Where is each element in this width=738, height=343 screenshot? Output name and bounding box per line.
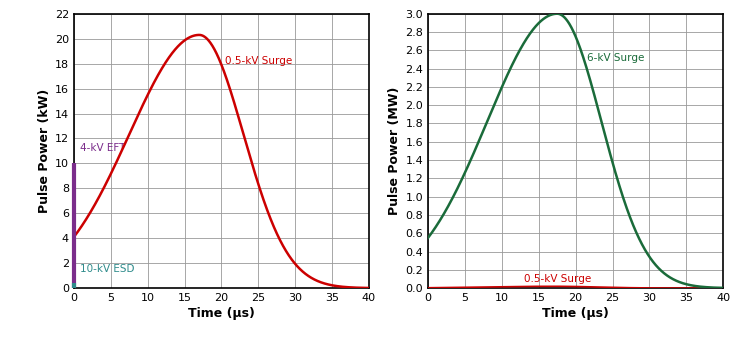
Y-axis label: Pulse Power (MW): Pulse Power (MW) [388, 87, 401, 215]
Text: 0.5-kV Surge: 0.5-kV Surge [225, 56, 292, 66]
Text: 0.5-kV Surge: 0.5-kV Surge [524, 274, 591, 284]
Text: 10-kV ESD: 10-kV ESD [80, 264, 134, 274]
Y-axis label: Pulse Power (kW): Pulse Power (kW) [38, 89, 50, 213]
X-axis label: Time (μs): Time (μs) [542, 307, 609, 320]
Text: 4-kV EFT: 4-kV EFT [80, 143, 125, 153]
X-axis label: Time (μs): Time (μs) [188, 307, 255, 320]
Text: 6-kV Surge: 6-kV Surge [587, 52, 644, 63]
